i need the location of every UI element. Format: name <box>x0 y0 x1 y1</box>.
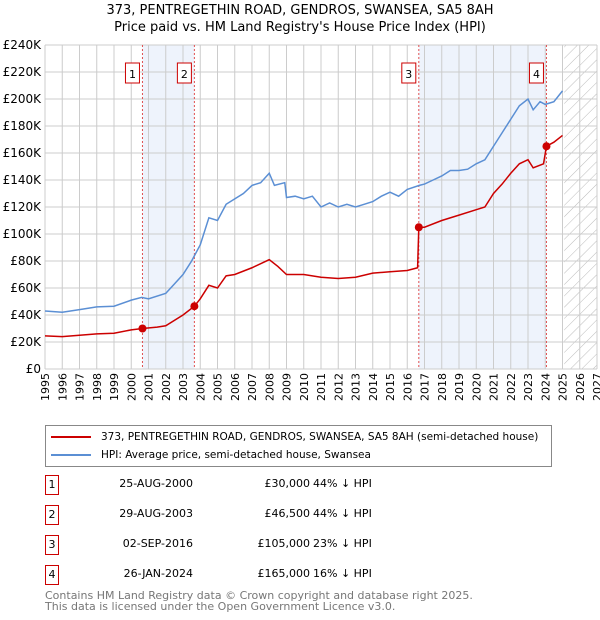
x-tick-label: 2008 <box>263 373 276 401</box>
x-tick-label: 2020 <box>470 373 483 401</box>
x-tick-label: 2013 <box>350 373 363 401</box>
sale-label: 4 <box>533 68 540 81</box>
y-tick-label: £140K <box>3 173 43 187</box>
x-tick-label: 2015 <box>384 373 397 401</box>
x-tick-label: 2011 <box>315 373 328 401</box>
x-tick-label: 1996 <box>56 373 69 401</box>
y-tick-label: £240K <box>3 38 43 52</box>
x-tick-label: 2022 <box>505 373 518 401</box>
footer: Contains HM Land Registry data © Crown c… <box>45 590 473 612</box>
legend-swatch-blue <box>51 454 91 456</box>
transaction-row: 3 02-SEP-2016 £105,000 23% ↓ HPI <box>45 535 445 555</box>
x-tick-label: 2007 <box>246 373 259 401</box>
x-tick-label: 2002 <box>160 373 173 401</box>
transaction-hpi-diff: 44% ↓ HPI <box>313 477 372 490</box>
x-tick-label: 2005 <box>212 373 225 401</box>
y-tick-label: £180K <box>3 119 43 133</box>
transaction-number: 3 <box>45 535 59 555</box>
x-tick-label: 2003 <box>177 373 190 401</box>
sale-point <box>138 324 147 333</box>
y-tick-label: £200K <box>3 92 43 106</box>
legend-item-property: 373, PENTREGETHIN ROAD, GENDROS, SWANSEA… <box>51 431 538 443</box>
footer-line: This data is licensed under the Open Gov… <box>45 600 396 613</box>
transaction-price: £30,000 <box>264 477 311 490</box>
y-tick-label: £0 <box>26 362 41 376</box>
transaction-price: £165,000 <box>257 567 311 580</box>
x-tick-label: 2024 <box>539 373 552 401</box>
x-tick-label: 1998 <box>91 373 104 401</box>
x-tick-label: 2001 <box>143 373 156 401</box>
transaction-row: 2 29-AUG-2003 £46,500 44% ↓ HPI <box>45 505 445 525</box>
y-tick-label: £80K <box>10 254 42 268</box>
x-tick-label: 2010 <box>298 373 311 401</box>
legend-item-hpi: HPI: Average price, semi-detached house,… <box>51 449 371 461</box>
series-line <box>44 90 564 314</box>
x-tick-label: 2016 <box>401 373 414 401</box>
sale-label: 1 <box>129 68 136 81</box>
transaction-date: 26-JAN-2024 <box>123 567 193 580</box>
legend-swatch-red <box>51 436 91 438</box>
x-tick-label: 1995 <box>39 373 52 401</box>
sale-label-box <box>124 62 140 84</box>
x-tick-label: 2006 <box>229 373 242 401</box>
x-tick-label: 1999 <box>108 373 121 401</box>
y-tick-label: £40K <box>10 308 42 322</box>
transaction-price: £46,500 <box>264 507 311 520</box>
y-tick-label: £220K <box>3 65 43 79</box>
y-tick-label: £20K <box>10 335 42 349</box>
transaction-hpi-diff: 16% ↓ HPI <box>313 567 372 580</box>
sale-label: 3 <box>405 68 412 81</box>
sale-label-box <box>401 62 417 84</box>
transaction-hpi-diff: 23% ↓ HPI <box>313 537 372 550</box>
sale-point <box>414 223 423 232</box>
y-tick-label: £60K <box>10 281 42 295</box>
series-line <box>44 134 563 338</box>
y-tick-label: £120K <box>3 200 43 214</box>
legend-label: HPI: Average price, semi-detached house,… <box>101 449 371 461</box>
transaction-number: 1 <box>45 475 59 495</box>
transaction-date: 02-SEP-2016 <box>122 537 193 550</box>
x-tick-label: 2018 <box>436 373 449 401</box>
transaction-price: £105,000 <box>257 537 311 550</box>
legend: 373, PENTREGETHIN ROAD, GENDROS, SWANSEA… <box>45 425 552 467</box>
legend-label: 373, PENTREGETHIN ROAD, GENDROS, SWANSEA… <box>101 431 539 443</box>
transaction-hpi-diff: 44% ↓ HPI <box>313 507 372 520</box>
sale-label: 2 <box>181 68 188 81</box>
chart-subtitle: Price paid vs. HM Land Registry's House … <box>114 20 486 35</box>
sale-point <box>542 142 551 151</box>
x-tick-label: 2023 <box>522 373 535 401</box>
x-tick-label: 2026 <box>574 373 587 401</box>
x-tick-label: 2014 <box>367 373 380 401</box>
transaction-number: 4 <box>45 565 59 585</box>
x-tick-label: 2012 <box>332 373 345 401</box>
y-tick-label: £100K <box>3 227 43 241</box>
transaction-number: 2 <box>45 505 59 525</box>
transaction-date: 29-AUG-2003 <box>119 507 193 520</box>
x-tick-label: 2025 <box>557 373 570 401</box>
footer-line: Contains HM Land Registry data © Crown c… <box>45 589 473 602</box>
x-tick-label: 2000 <box>125 373 138 401</box>
price-chart: 1995 1996 1997 1998 1999 2000 2001 2002 2003 2004… <box>3 38 600 401</box>
y-tick-label: £160K <box>3 146 43 160</box>
sale-point <box>190 302 199 311</box>
x-tick-label: 2009 <box>281 373 294 401</box>
x-tick-label: 2021 <box>488 373 501 401</box>
x-tick-label: 2004 <box>194 373 207 401</box>
transaction-row: 1 25-AUG-2000 £30,000 44% ↓ HPI <box>45 475 445 495</box>
sale-label-box <box>528 62 544 84</box>
transaction-date: 25-AUG-2000 <box>119 477 193 490</box>
x-tick-label: 2017 <box>419 373 432 401</box>
x-tick-label: 2019 <box>453 373 466 401</box>
chart-title: 373, PENTREGETHIN ROAD, GENDROS, SWANSEA… <box>106 3 494 18</box>
transaction-row: 4 26-JAN-2024 £165,000 16% ↓ HPI <box>45 565 445 585</box>
sale-label-box <box>176 62 192 84</box>
x-tick-label: 2027 <box>591 373 600 401</box>
x-tick-label: 1997 <box>74 373 87 401</box>
